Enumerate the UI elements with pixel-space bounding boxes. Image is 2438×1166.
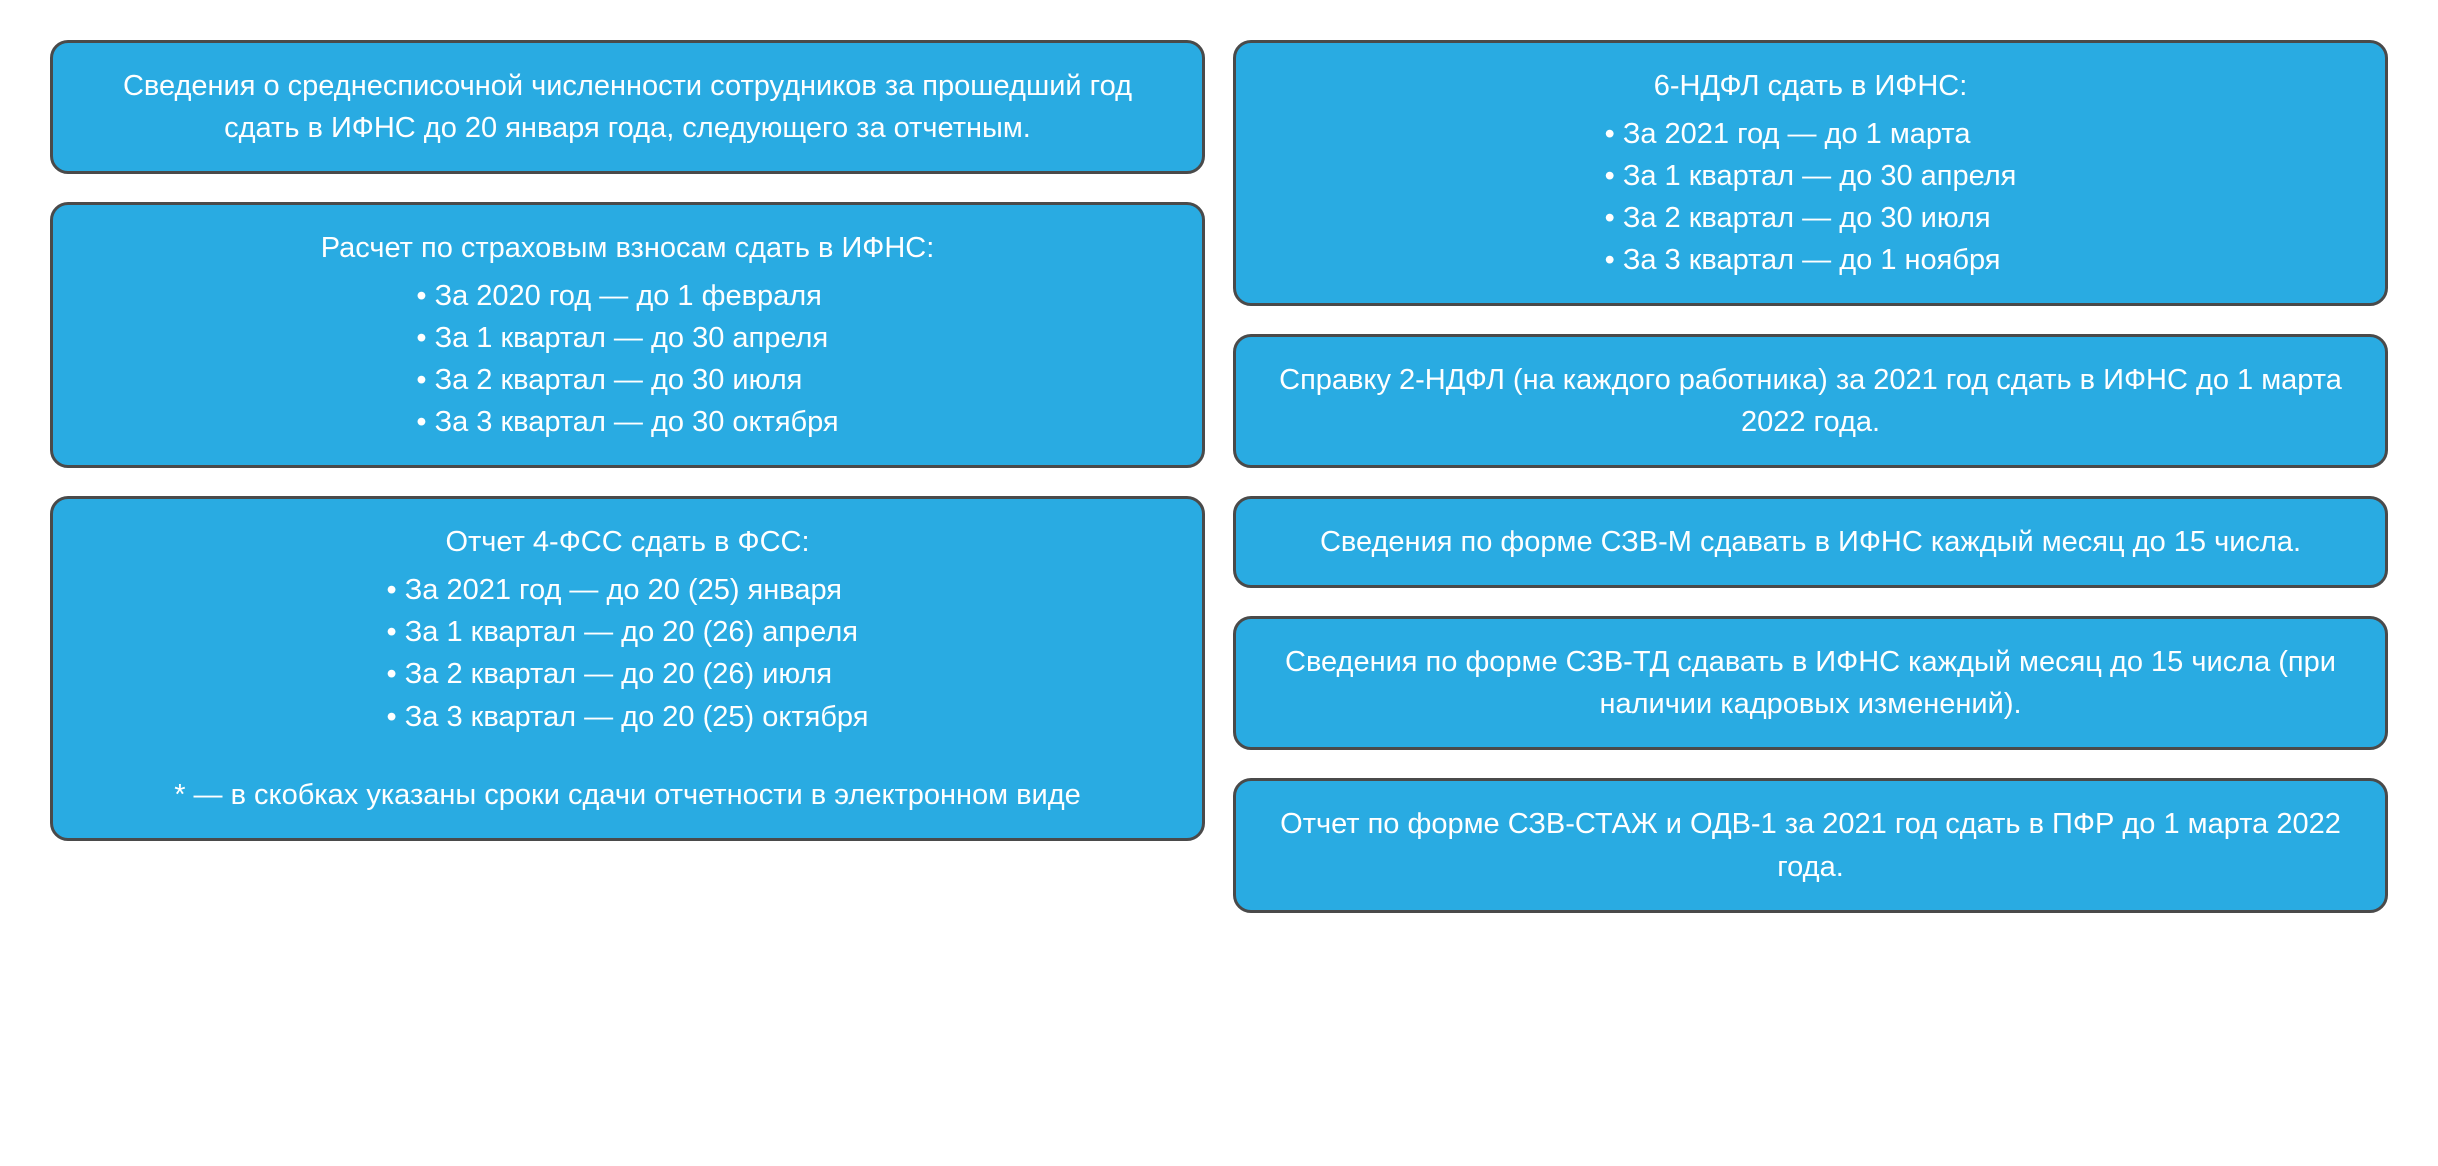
card-2ndfl: Справку 2-НДФЛ (на каждого работника) за… (1233, 334, 2388, 468)
card-szvstazh: Отчет по форме СЗВ-СТАЖ и ОДВ-1 за 2021 … (1233, 778, 2388, 912)
card-text: Сведения о среднесписочной численности с… (89, 65, 1166, 149)
card-text: Справку 2-НДФЛ (на каждого работника) за… (1272, 359, 2349, 443)
card-list: За 2021 год — до 20 (25) января За 1 ква… (387, 569, 869, 737)
list-item: За 2 квартал — до 30 июля (416, 359, 838, 401)
list-item: За 2021 год — до 1 марта (1605, 113, 2017, 155)
list-item: За 3 квартал — до 1 ноября (1605, 239, 2017, 281)
list-item: За 2 квартал — до 20 (26) июля (387, 653, 869, 695)
left-column: Сведения о среднесписочной численности с… (50, 40, 1205, 913)
list-item: За 2021 год — до 20 (25) января (387, 569, 869, 611)
list-wrapper: За 2021 год — до 20 (25) января За 1 ква… (89, 569, 1166, 737)
card-title: Отчет 4-ФСС сдать в ФСС: (89, 521, 1166, 563)
list-item: За 2 квартал — до 30 июля (1605, 197, 2017, 239)
card-list: За 2021 год — до 1 марта За 1 квартал — … (1605, 113, 2017, 281)
card-list: За 2020 год — до 1 февраля За 1 квартал … (416, 275, 838, 443)
card-text: Отчет по форме СЗВ-СТАЖ и ОДВ-1 за 2021 … (1272, 803, 2349, 887)
list-wrapper: За 2021 год — до 1 марта За 1 квартал — … (1272, 113, 2349, 281)
card-szvm: Сведения по форме СЗВ-М сдавать в ИФНС к… (1233, 496, 2388, 588)
card-6ndfl: 6-НДФЛ сдать в ИФНС: За 2021 год — до 1 … (1233, 40, 2388, 306)
card-headcount-info: Сведения о среднесписочной численности с… (50, 40, 1205, 174)
card-4fss-report: Отчет 4-ФСС сдать в ФСС: За 2021 год — д… (50, 496, 1205, 840)
list-wrapper: За 2020 год — до 1 февраля За 1 квартал … (89, 275, 1166, 443)
card-title: Расчет по страховым взносам сдать в ИФНС… (89, 227, 1166, 269)
card-text: Сведения по форме СЗВ-М сдавать в ИФНС к… (1272, 521, 2349, 563)
info-cards-container: Сведения о среднесписочной численности с… (50, 40, 2388, 913)
list-item: За 1 квартал — до 30 апреля (1605, 155, 2017, 197)
card-footnote: * — в скобках указаны сроки сдачи отчетн… (89, 774, 1166, 816)
list-item: За 2020 год — до 1 февраля (416, 275, 838, 317)
right-column: 6-НДФЛ сдать в ИФНС: За 2021 год — до 1 … (1233, 40, 2388, 913)
card-title: 6-НДФЛ сдать в ИФНС: (1272, 65, 2349, 107)
card-szvtd: Сведения по форме СЗВ-ТД сдавать в ИФНС … (1233, 616, 2388, 750)
card-text: Сведения по форме СЗВ-ТД сдавать в ИФНС … (1272, 641, 2349, 725)
list-item: За 3 квартал — до 20 (25) октября (387, 696, 869, 738)
list-item: За 3 квартал — до 30 октября (416, 401, 838, 443)
card-insurance-contributions: Расчет по страховым взносам сдать в ИФНС… (50, 202, 1205, 468)
list-item: За 1 квартал — до 30 апреля (416, 317, 838, 359)
list-item: За 1 квартал — до 20 (26) апреля (387, 611, 869, 653)
